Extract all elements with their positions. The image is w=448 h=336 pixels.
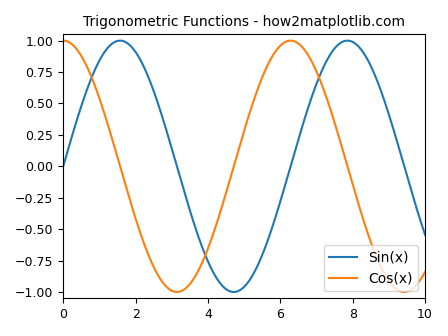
Sin(x) (344, 39, 349, 43)
Cos(x) (310, 60, 315, 64)
Line: Sin(x): Sin(x) (63, 41, 425, 292)
Cos(x) (349, 181, 355, 185)
Sin(x) (422, 233, 428, 237)
Sin(x) (117, 39, 123, 43)
Cos(x) (60, 39, 66, 43)
Title: Trigonometric Functions - how2matplotlib.com: Trigonometric Functions - how2matplotlib… (83, 15, 405, 29)
Cos(x) (343, 159, 349, 163)
Sin(x) (207, 264, 213, 268)
Cos(x) (207, 241, 213, 245)
Sin(x) (350, 40, 355, 44)
Cos(x) (174, 290, 180, 294)
Legend: Sin(x), Cos(x): Sin(x), Cos(x) (323, 245, 418, 291)
Line: Cos(x): Cos(x) (63, 41, 425, 292)
Cos(x) (98, 99, 103, 103)
Cos(x) (220, 201, 226, 205)
Sin(x) (60, 164, 66, 168)
Sin(x) (231, 290, 237, 294)
Cos(x) (422, 270, 428, 274)
Sin(x) (220, 285, 226, 289)
Sin(x) (310, 93, 315, 97)
Sin(x) (98, 57, 103, 61)
